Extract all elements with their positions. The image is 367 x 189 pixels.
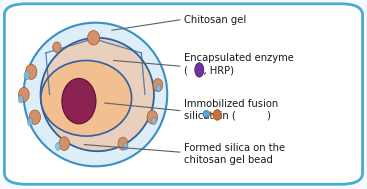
- Ellipse shape: [53, 42, 61, 53]
- Ellipse shape: [19, 87, 29, 102]
- Ellipse shape: [29, 110, 40, 124]
- Ellipse shape: [41, 60, 132, 136]
- Ellipse shape: [55, 143, 61, 150]
- Ellipse shape: [24, 71, 30, 80]
- Ellipse shape: [23, 23, 167, 166]
- Ellipse shape: [118, 137, 128, 150]
- Ellipse shape: [213, 110, 221, 120]
- Ellipse shape: [152, 117, 157, 125]
- Ellipse shape: [203, 111, 210, 117]
- Ellipse shape: [195, 63, 204, 77]
- Text: Chitosan gel: Chitosan gel: [184, 15, 246, 25]
- Ellipse shape: [41, 38, 154, 151]
- Ellipse shape: [18, 95, 23, 103]
- Ellipse shape: [156, 84, 161, 91]
- FancyBboxPatch shape: [4, 4, 363, 184]
- Ellipse shape: [59, 137, 69, 150]
- Text: Immobilized fusion
silicatein (          ): Immobilized fusion silicatein ( ): [184, 99, 278, 120]
- Text: Encapsulated enzyme
(     , HRP): Encapsulated enzyme ( , HRP): [184, 53, 293, 75]
- Ellipse shape: [26, 64, 37, 79]
- Ellipse shape: [88, 31, 99, 45]
- Ellipse shape: [147, 110, 157, 124]
- Ellipse shape: [28, 118, 33, 126]
- Ellipse shape: [62, 78, 96, 124]
- Ellipse shape: [153, 79, 163, 91]
- Text: Formed silica on the
chitosan gel bead: Formed silica on the chitosan gel bead: [184, 143, 285, 165]
- Ellipse shape: [123, 143, 128, 150]
